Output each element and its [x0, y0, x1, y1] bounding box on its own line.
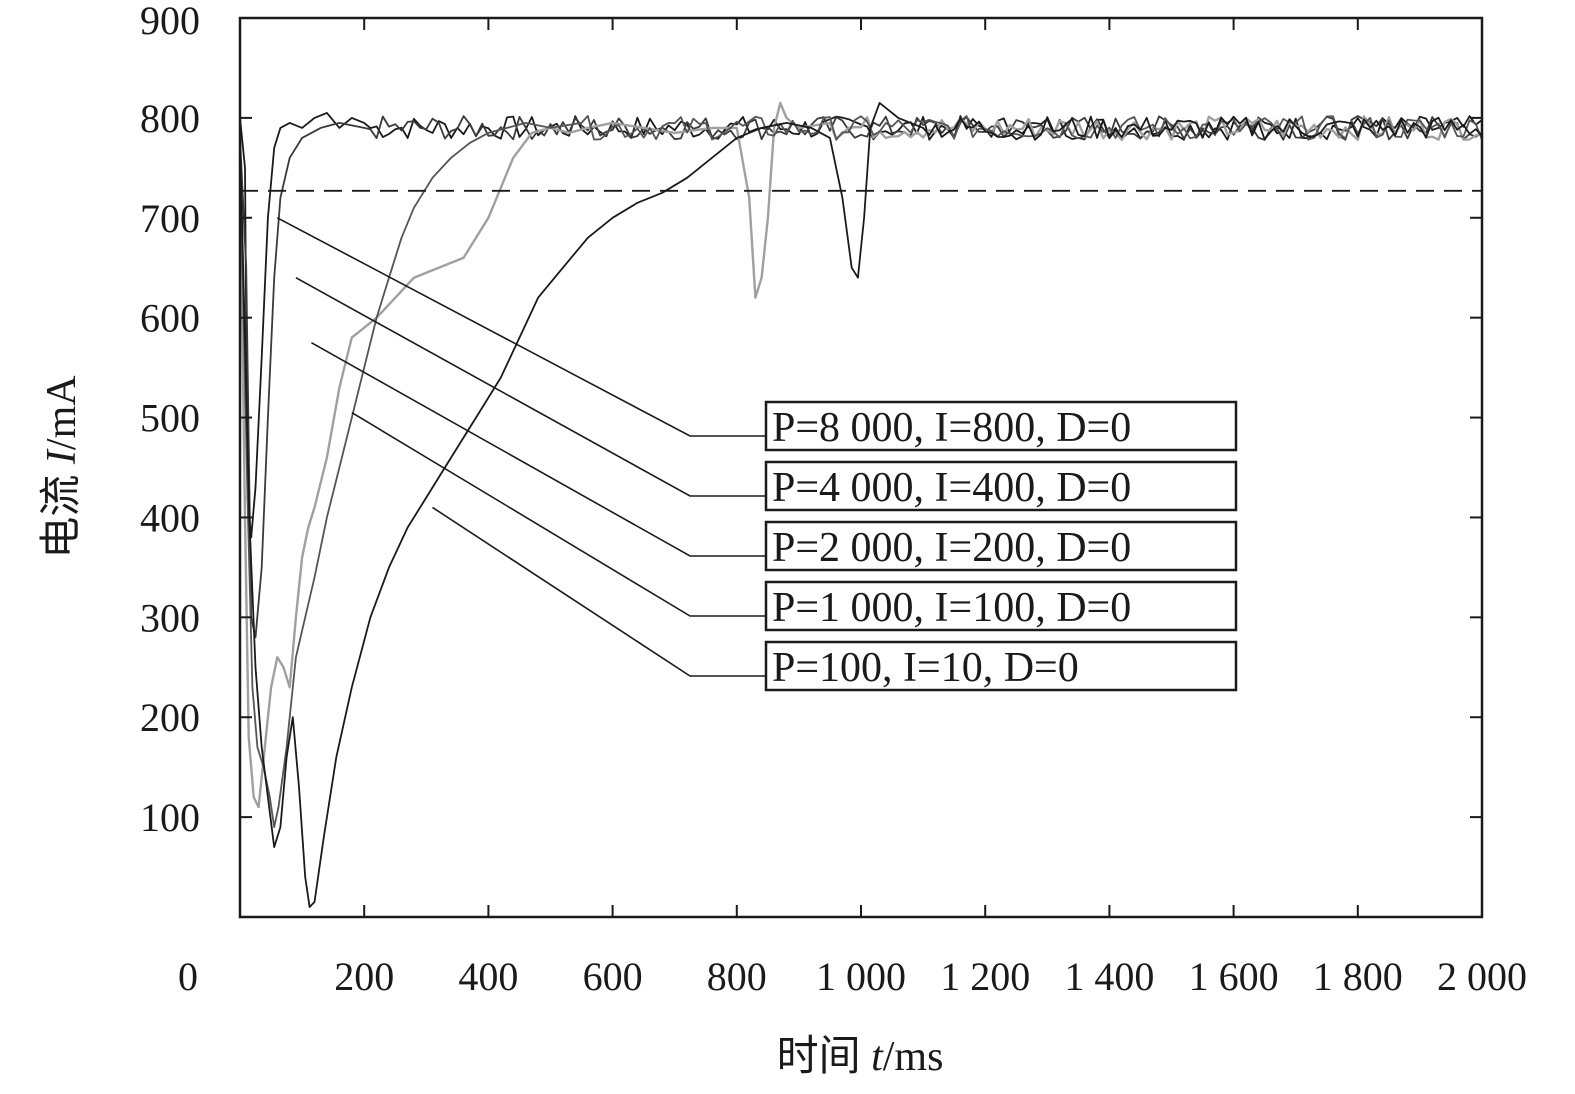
y-tick-label: 900	[140, 0, 200, 43]
x-axis-title: 时间 t/ms	[777, 1034, 944, 1080]
y-tick-label: 200	[140, 695, 200, 740]
x-tick-label: 0	[178, 954, 198, 999]
y-tick-label: 400	[140, 495, 200, 540]
x-tick-label: 1 800	[1313, 954, 1403, 999]
legend-leader-line	[295, 277, 766, 497]
legend-box	[764, 400, 1238, 452]
series-layer	[238, 101, 1483, 908]
legend-label: P=2 000, I=200, D=0	[772, 525, 1131, 571]
legend-leader-line	[311, 341, 766, 557]
tick-layer: 0 200 400 600 800 1 000 1 200 1 400 1 600 1 800 2 …	[140, 0, 1527, 999]
legend-label: P=4 000, I=400, D=0	[772, 465, 1131, 511]
x-tick-label: 2 000	[1437, 954, 1527, 999]
x-tick-label: 1 200	[940, 954, 1030, 999]
y-axis-title: 电流 I/mA	[39, 375, 85, 559]
x-tick-label: 200	[334, 954, 394, 999]
legend-box	[764, 520, 1238, 572]
y-tick-label: 500	[140, 396, 200, 441]
legend-leader-line	[351, 411, 766, 617]
legend-box	[764, 640, 1238, 692]
series-line-2	[239, 115, 1483, 639]
series-line-3	[238, 101, 1483, 809]
legend-label: P=1 000, I=100, D=0	[772, 585, 1131, 631]
y-tick-label: 100	[140, 795, 200, 840]
y-tick-label: 700	[140, 196, 200, 241]
legend-label: P=8 000, I=800, D=0	[772, 405, 1131, 451]
x-tick-label: 400	[458, 954, 518, 999]
legend-label: P=100, I=10, D=0	[772, 645, 1079, 691]
x-tick-label: 1 000	[816, 954, 906, 999]
x-tick-label: 600	[583, 954, 643, 999]
x-tick-label: 800	[707, 954, 767, 999]
series-line-4	[239, 115, 1483, 828]
y-tick-label: 300	[140, 595, 200, 640]
y-tick-label: 600	[140, 296, 200, 341]
legend-box	[764, 460, 1238, 512]
x-tick-label: 1 400	[1064, 954, 1154, 999]
legend-leader-layer	[276, 217, 766, 677]
y-tick-label: 800	[140, 96, 200, 141]
legend-leader-line	[432, 506, 766, 677]
legend-box	[764, 580, 1238, 632]
series-line-5	[239, 102, 1483, 908]
x-tick-label: 1 600	[1189, 954, 1279, 999]
legend: P=8 000, I=800, D=0 P=4 000, I=400, D=0 P=…	[764, 400, 1238, 692]
legend-leader-line	[276, 217, 766, 437]
